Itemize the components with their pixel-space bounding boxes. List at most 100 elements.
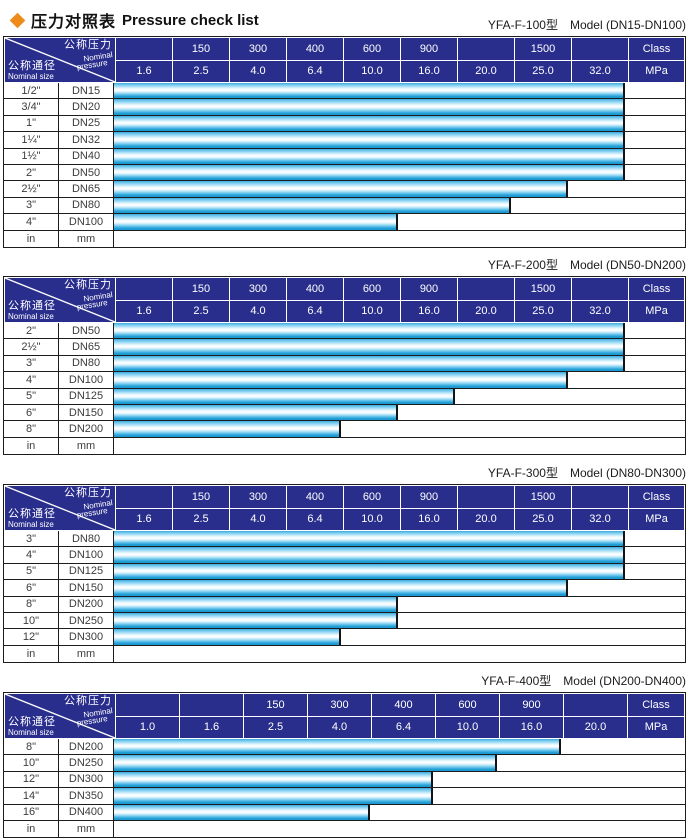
header-mpa-cell: 2.5	[244, 716, 307, 738]
header-class-cell	[458, 38, 514, 60]
header-class-cell: 900	[401, 38, 457, 60]
table-row: 3" DN80	[4, 531, 685, 548]
header-mpa-cell: 25.0	[515, 508, 571, 530]
header-class-cell	[564, 694, 627, 716]
header-mpa-unit-cell: MPa	[629, 60, 684, 82]
header-mpa-unit-cell: MPa	[629, 300, 684, 322]
header-class-cell: 400	[287, 486, 343, 508]
table-header: 公称压力 Nominal pressure 公称通径 Nominal size 150 30…	[4, 37, 685, 83]
header-class-cell: 900	[401, 486, 457, 508]
header-class-cell	[458, 486, 514, 508]
row-size-cell: 12"	[4, 771, 59, 788]
caption-model: YFA-F-400型	[481, 674, 552, 688]
header-class-cell: 300	[230, 486, 286, 508]
row-dn-cell: DN15	[59, 83, 114, 99]
size-label-zh: 公称通径	[8, 716, 56, 728]
header-class-cell: 300	[230, 278, 286, 300]
pressure-label-zh: 公称压力	[64, 695, 112, 707]
header-class-cell: 400	[372, 694, 435, 716]
bar-track	[114, 214, 685, 230]
header-mpa-row: 1.0 1.6 2.5 4.0 6.4 10.0 16.0 20.0 MPa	[116, 716, 684, 738]
header-class-cell: 400	[287, 38, 343, 60]
header-mpa-cell: 25.0	[515, 300, 571, 322]
row-size-cell: 5"	[4, 563, 59, 580]
header-mpa-row: 1.6 2.5 4.0 6.4 10.0 16.0 20.0 25.0 32.0 MPa	[116, 60, 684, 82]
pressure-bar	[114, 323, 625, 339]
table-row: 2" DN50	[4, 164, 685, 182]
header-mpa-cell: 16.0	[401, 60, 457, 82]
pressure-bar	[114, 421, 342, 437]
header-class-cell: 150	[244, 694, 307, 716]
pressure-bar	[114, 563, 625, 580]
row-size-cell: 2"	[4, 323, 59, 339]
row-size-cell: 3/4"	[4, 99, 59, 115]
row-size-cell: 1¼"	[4, 132, 59, 148]
header-mpa-cell: 32.0	[572, 300, 628, 322]
header-mpa-cell: 32.0	[572, 60, 628, 82]
header-class-row: 150 300 400 600 900 1500 Class	[116, 278, 684, 300]
header-mpa-cell: 1.6	[180, 716, 243, 738]
row-dn-cell: DN125	[59, 388, 114, 404]
bar-track	[114, 547, 685, 563]
table-row: 4" DN100	[4, 214, 685, 231]
row-dn-cell: DN40	[59, 148, 114, 164]
table-row: 3" DN80	[4, 197, 685, 215]
header-class-unit-cell: Class	[629, 278, 684, 300]
page-title: 压力对照表 Pressure check list	[8, 8, 259, 32]
header-class-cell	[180, 694, 243, 716]
row-dn-cell: DN100	[59, 214, 114, 230]
pressure-bar	[114, 547, 625, 563]
diagonal-divider-line	[5, 278, 115, 322]
header-class-cell: 150	[173, 278, 229, 300]
diagonal-divider-line	[5, 486, 115, 530]
row-size-cell: 2½"	[4, 339, 59, 355]
pressure-label-zh: 公称压力	[64, 39, 112, 51]
row-dn-cell: DN350	[59, 788, 114, 804]
header-class-cell	[572, 486, 628, 508]
header-mpa-cell: 10.0	[344, 508, 400, 530]
header-mpa-cell: 4.0	[308, 716, 371, 738]
header-class-cell: 600	[344, 278, 400, 300]
size-label-en: Nominal size	[8, 520, 54, 529]
row-size-cell: 1½"	[4, 148, 59, 164]
bar-track	[114, 804, 685, 820]
table-row: 4" DN100	[4, 547, 685, 564]
bar-track	[114, 596, 685, 612]
header-mpa-cell: 2.5	[173, 60, 229, 82]
pressure-bar	[114, 755, 498, 771]
table-row: 1/2" DN15	[4, 83, 685, 100]
table-row: 6" DN150	[4, 404, 685, 422]
header-class-unit-cell: Class	[628, 694, 684, 716]
bar-track	[114, 755, 685, 771]
pressure-bar	[114, 132, 625, 148]
table-body: 1/2" DN15 3/4" DN20 1" DN25 1¼" DN32 1½" DN40 2" DN…	[4, 83, 685, 247]
header-mpa-cell: 10.0	[436, 716, 499, 738]
bar-track	[114, 821, 685, 837]
header-mpa-unit-cell: MPa	[629, 508, 684, 530]
pressure-bar	[114, 596, 398, 612]
table-body: 3" DN80 4" DN100 5" DN125 6" DN150 8" DN200 10" DN2…	[4, 531, 685, 663]
header-grid: 150 300 400 600 900 1500 Class 1.6 2.5 4.0 6.4 10.0…	[116, 38, 684, 82]
caption-model: YFA-F-100型	[487, 18, 558, 32]
row-size-cell: 8"	[4, 739, 59, 755]
corner-pressure-label: 公称压力 Nominal pressure	[64, 487, 113, 520]
table-section: YFA-F-100型 Model (DN15-DN100) 公称压力 Nominal p…	[3, 18, 686, 248]
header-class-cell: 150	[173, 486, 229, 508]
bar-track	[114, 115, 685, 132]
row-size-cell: 10"	[4, 755, 59, 771]
pressure-bar	[114, 804, 370, 820]
bar-track	[114, 421, 685, 437]
header-class-cell	[116, 486, 172, 508]
row-dn-cell: DN125	[59, 563, 114, 580]
pressure-bar	[114, 771, 434, 788]
header-mpa-cell: 4.0	[230, 508, 286, 530]
pressure-table: 公称压力 Nominal pressure 公称通径 Nominal size 150 30…	[3, 276, 686, 456]
table-caption: YFA-F-400型 Model (DN200-DN400)	[3, 674, 686, 692]
header-mpa-cell: 20.0	[564, 716, 627, 738]
row-size-cell: 1/2"	[4, 83, 59, 99]
pressure-bar	[114, 612, 398, 629]
bar-track	[114, 404, 685, 421]
table-row: 10" DN250	[4, 755, 685, 772]
table-row: in mm	[4, 230, 685, 247]
header-class-cell: 600	[436, 694, 499, 716]
